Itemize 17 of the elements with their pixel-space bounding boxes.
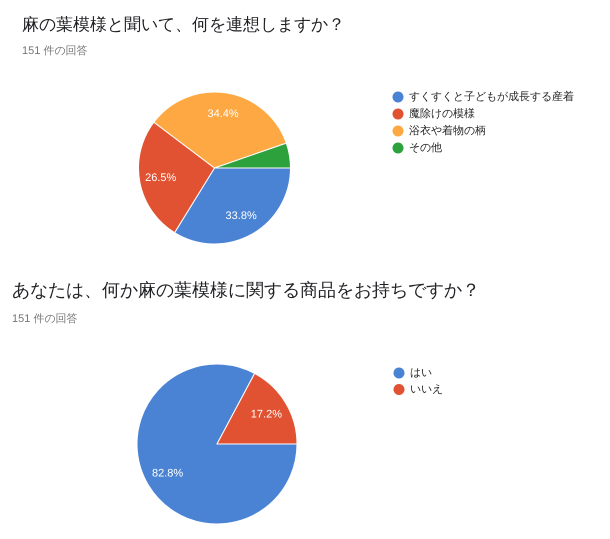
data-label: 17.2%	[250, 408, 282, 420]
chart-subtitle: 151 件の回答	[22, 45, 88, 57]
legend-label: はい	[410, 367, 432, 379]
pie: 33.8% 26.5% 34.4%	[138, 92, 291, 244]
data-label: 82.8%	[152, 468, 184, 480]
legend-label: 魔除けの模様	[409, 107, 475, 120]
data-label: 26.5%	[145, 172, 177, 184]
chart-title: 麻の葉模様と聞いて、何を連想しますか？	[22, 15, 345, 34]
chart-title: あなたは、何か麻の葉模様に関する商品をお持ちですか？	[12, 280, 480, 300]
data-label: 33.8%	[226, 210, 257, 222]
legend-label: いいえ	[410, 384, 443, 396]
text: 151 件の回答	[12, 313, 78, 325]
legend-label: 浴衣や着物の柄	[409, 124, 486, 137]
legend-label: すくすくと子どもが成長する産着	[409, 90, 574, 103]
data-label: 34.4%	[207, 108, 239, 120]
pie: 82.8% 17.2%	[136, 364, 298, 524]
legend-label: その他	[409, 142, 442, 154]
